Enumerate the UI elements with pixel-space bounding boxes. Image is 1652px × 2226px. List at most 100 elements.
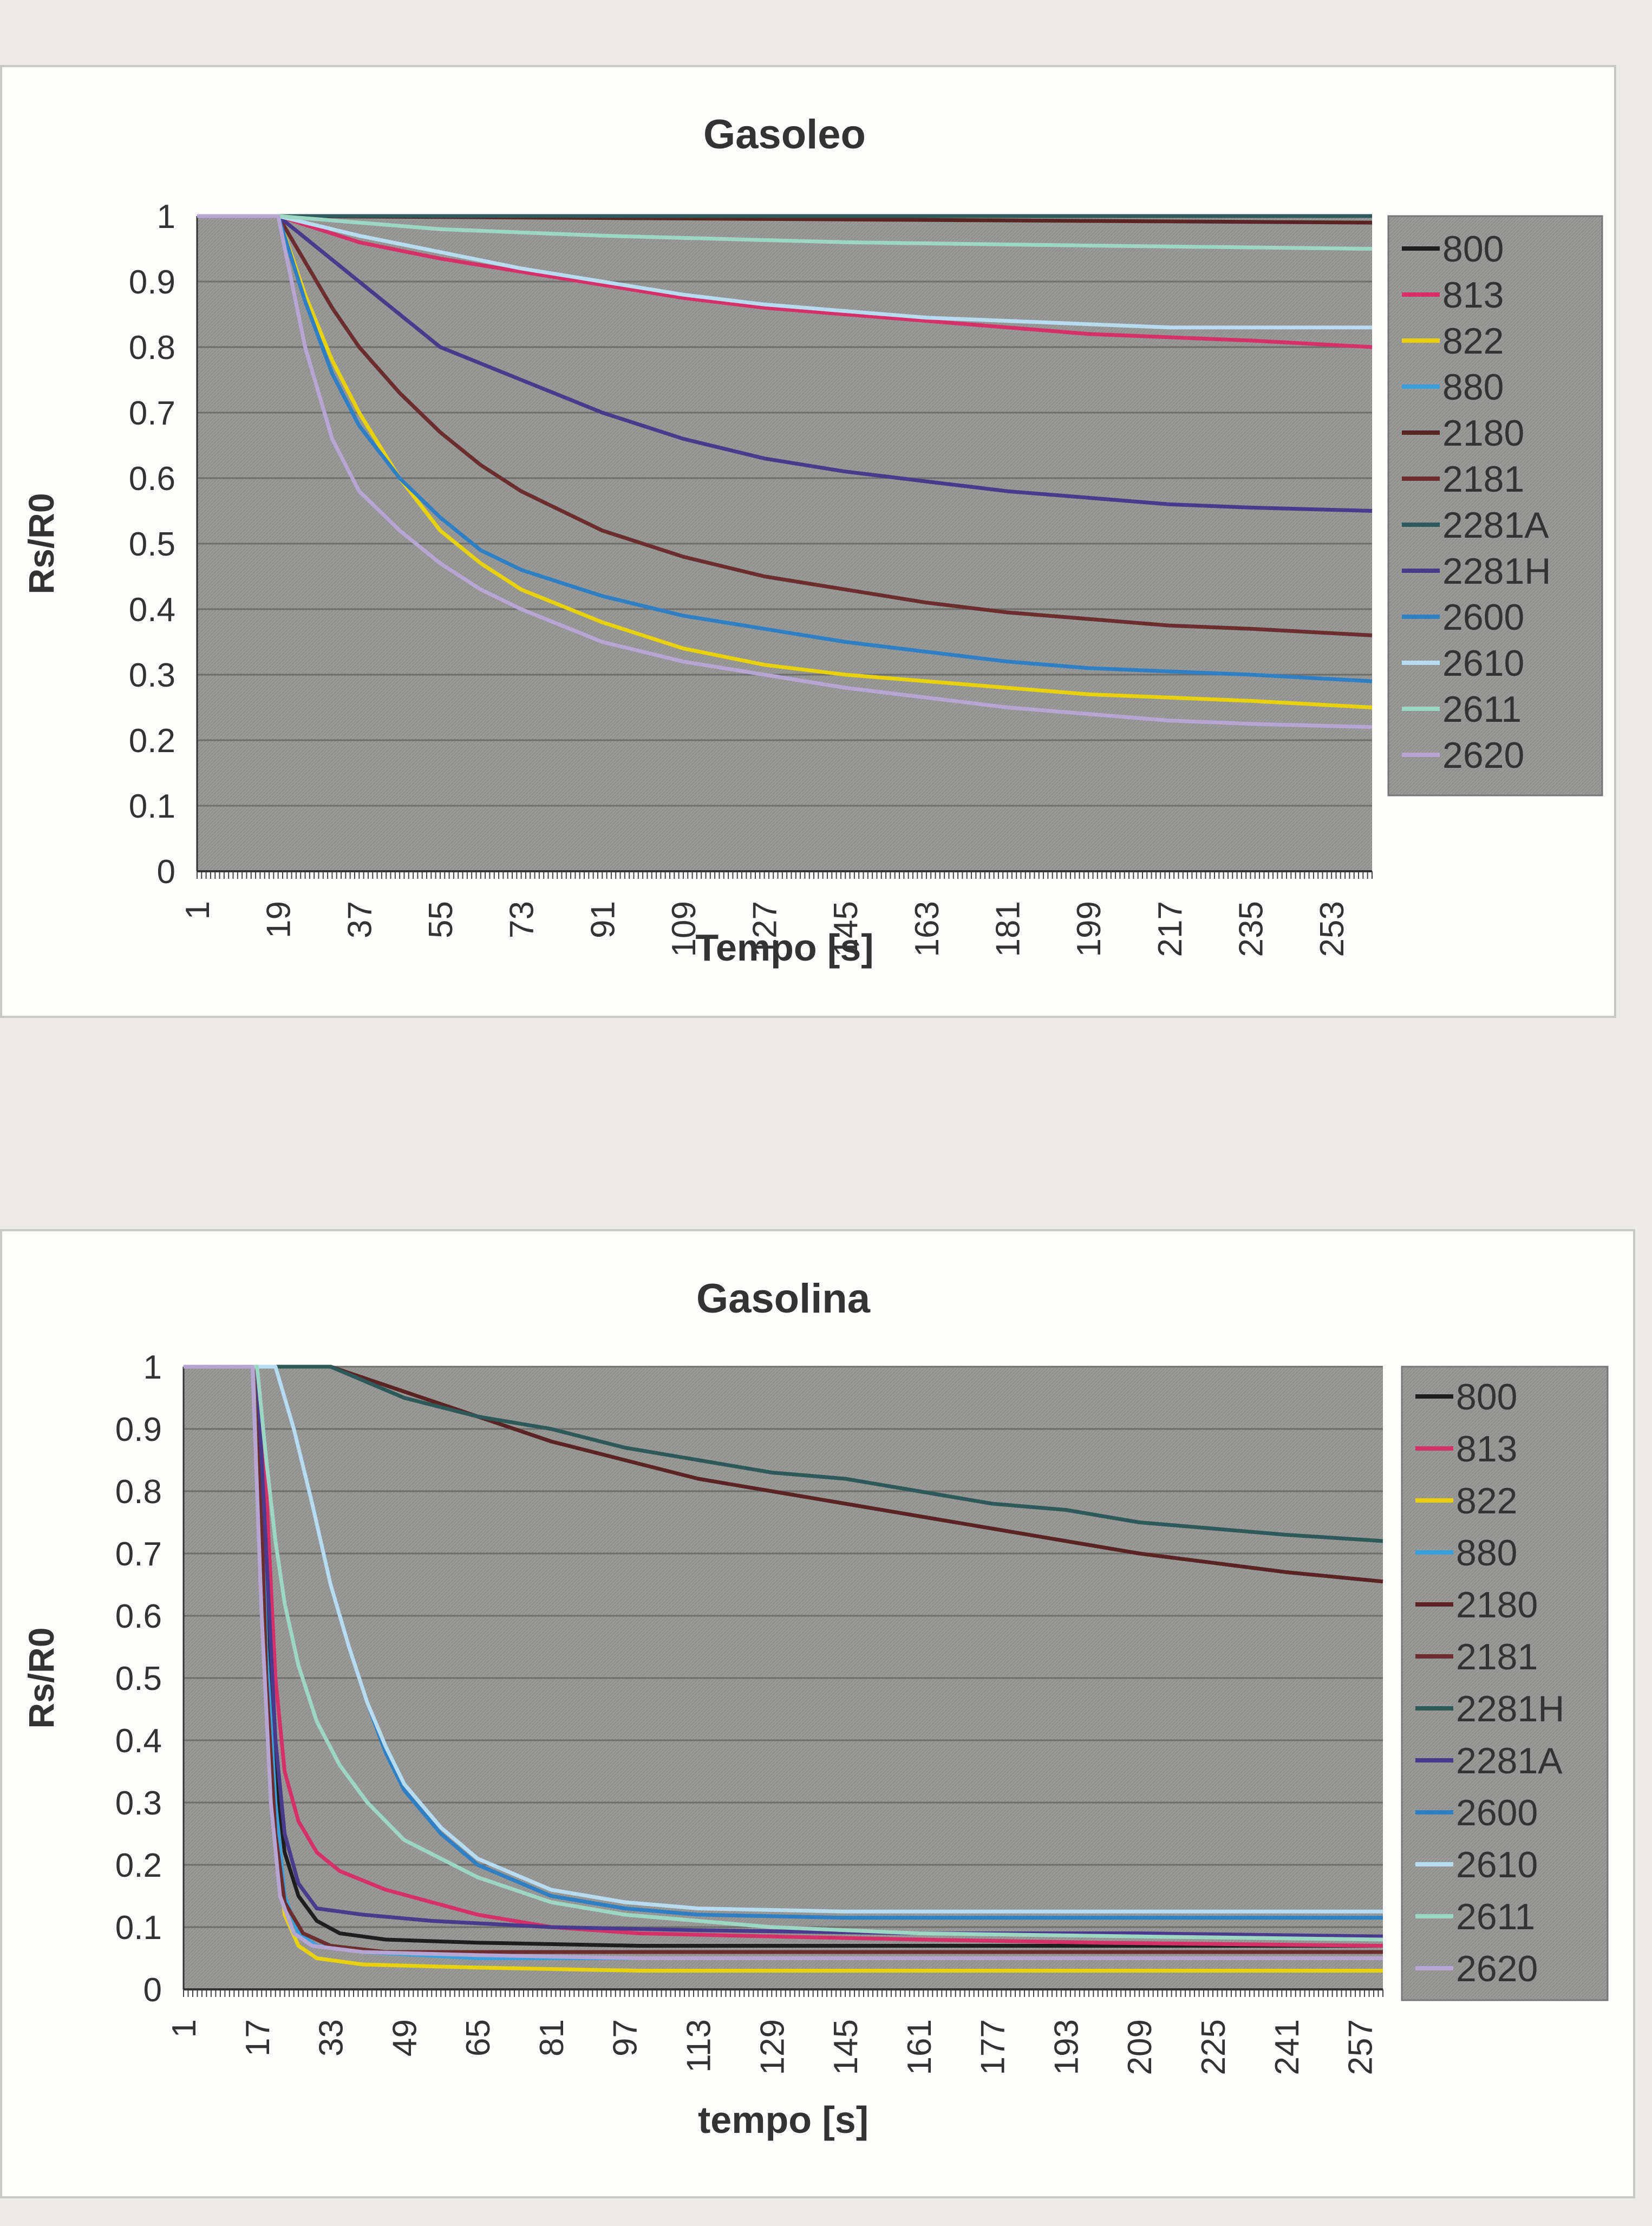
y-tick-label: 0.8 xyxy=(115,1473,162,1511)
legend-entry-800: 800 xyxy=(1456,1376,1517,1418)
x-tick-label: 1 xyxy=(179,901,217,919)
series-lines xyxy=(184,1365,1383,1973)
y-tick-label: 0.3 xyxy=(129,657,175,694)
series-line-813 xyxy=(197,214,1373,349)
y-tick-label: 0.6 xyxy=(129,460,175,498)
legend-entry-2611: 2611 xyxy=(1442,689,1522,730)
legend-entry-2611: 2611 xyxy=(1456,1896,1535,1937)
series-line-2180 xyxy=(184,1365,1383,1584)
legend-entry-2181: 2181 xyxy=(1456,1636,1538,1677)
x-tick-label: 209 xyxy=(1121,2019,1159,2075)
y-tick-label: 0.4 xyxy=(129,591,175,629)
chart-title: Gasoleo xyxy=(703,112,866,158)
legend-entry-880: 880 xyxy=(1442,367,1504,408)
legend-entry-2181: 2181 xyxy=(1442,459,1524,500)
gridlines xyxy=(184,1366,1383,1928)
chart-panel-gasoleo: Gasoleo 0 0.1 0.2 0.3 0.4 0.5 0.6 0.7 0.8 0.9 1 1 19 3… xyxy=(0,65,1616,1018)
y-tick-label: 0.8 xyxy=(129,329,175,367)
legend-entry-813: 813 xyxy=(1442,275,1504,316)
y-tick-label: 0.3 xyxy=(115,1785,162,1822)
series-line-2281H xyxy=(184,1365,1383,1543)
y-tick-label: 0.7 xyxy=(129,395,175,432)
x-tick-label: 113 xyxy=(680,2019,717,2073)
x-tick-label: 97 xyxy=(607,2019,644,2057)
chart-gasolina: Gasolina 0 0.1 0.2 0.3 0.4 0.5 0.6 0.7 0.8 0.9 1 1 17… xyxy=(21,1276,1609,2141)
x-tick-label: 253 xyxy=(1314,901,1351,957)
x-tick-label: 81 xyxy=(533,2019,571,2057)
x-tick-label: 163 xyxy=(909,901,946,957)
legend-entry-800: 800 xyxy=(1442,229,1504,270)
x-tick-label: 193 xyxy=(1048,2019,1085,2075)
y-tick-label: 0 xyxy=(143,1972,162,2009)
series-line-2610 xyxy=(184,1365,1383,1914)
series-line-813 xyxy=(184,1365,1383,1948)
x-tick-label: 217 xyxy=(1152,901,1189,957)
x-axis-label: Tempo [s] xyxy=(695,926,873,969)
series-line-2600 xyxy=(197,214,1373,683)
series-line-2620 xyxy=(197,214,1373,729)
legend-entry-2281A: 2281A xyxy=(1456,1740,1563,1781)
legend-box xyxy=(1387,215,1603,797)
series-line-2610 xyxy=(197,214,1372,330)
legend-entry-2281A: 2281A xyxy=(1442,505,1549,546)
legend-entry-2610: 2610 xyxy=(1442,643,1524,684)
x-tick-label: 65 xyxy=(460,2019,497,2057)
legend-entry-813: 813 xyxy=(1456,1428,1517,1470)
y-tick-label: 0.9 xyxy=(129,264,175,301)
legend-entry-2620: 2620 xyxy=(1442,735,1524,776)
y-tick-label: 0.7 xyxy=(115,1536,162,1573)
x-tick-label: 161 xyxy=(901,2019,938,2075)
x-tick-label: 19 xyxy=(260,901,298,938)
y-tick-label: 1 xyxy=(157,198,175,236)
chart-title: Gasolina xyxy=(696,1276,871,1322)
x-axis-label: tempo [s] xyxy=(698,2099,869,2141)
x-tick-label: 181 xyxy=(990,901,1027,957)
x-tick-label: 91 xyxy=(584,901,622,938)
chart-gasoleo: Gasoleo 0 0.1 0.2 0.3 0.4 0.5 0.6 0.7 0.8 0.9 1 1 19 3… xyxy=(21,112,1603,969)
x-minor-ticks xyxy=(197,871,1373,879)
y-tick-label: 0.2 xyxy=(115,1847,162,1884)
series-line-2611 xyxy=(184,1365,1383,1942)
x-tick-label: 241 xyxy=(1269,2019,1306,2075)
x-tick-label: 33 xyxy=(313,2019,350,2057)
x-tick-label: 127 xyxy=(747,901,784,957)
legend-entry-2180: 2180 xyxy=(1442,413,1524,454)
y-tick-label: 0.1 xyxy=(115,1909,162,1947)
x-tick-label: 145 xyxy=(827,901,865,957)
legend-entry-2281H: 2281H xyxy=(1442,551,1551,592)
series-lines xyxy=(197,214,1373,729)
x-tick-label: 109 xyxy=(665,901,703,957)
legend-entry-880: 880 xyxy=(1456,1532,1517,1574)
y-tick-label: 0.6 xyxy=(115,1598,162,1635)
y-tick-label: 0.5 xyxy=(129,526,175,563)
legend-entry-2600: 2600 xyxy=(1442,597,1524,638)
series-line-822 xyxy=(197,214,1373,709)
x-tick-label: 129 xyxy=(754,2019,791,2075)
x-tick-label: 225 xyxy=(1195,2019,1232,2075)
x-tick-label: 17 xyxy=(239,2019,277,2057)
legend-entry-2281H: 2281H xyxy=(1456,1688,1564,1729)
series-line-2181 xyxy=(197,214,1373,637)
x-tick-label: 145 xyxy=(827,2019,865,2075)
x-tick-label: 73 xyxy=(504,901,541,938)
legend: 800 813 822 880 2180 2181 2281A 2281H 2600 2610 26… xyxy=(1387,215,1603,797)
x-tick-label: 55 xyxy=(422,901,460,938)
legend-entry-2610: 2610 xyxy=(1456,1844,1538,1885)
y-tick-label: 0.5 xyxy=(115,1660,162,1698)
y-tick-label: 0.4 xyxy=(115,1722,162,1760)
x-tick-label: 37 xyxy=(341,901,378,938)
legend-box xyxy=(1401,1366,1609,2001)
legend-entry-822: 822 xyxy=(1442,321,1504,362)
x-tick-label: 1 xyxy=(166,2019,203,2038)
y-tick-label: 0 xyxy=(157,853,175,891)
chart-panel-gasolina: Gasolina 0 0.1 0.2 0.3 0.4 0.5 0.6 0.7 0.8 0.9 1 1 17… xyxy=(0,1229,1635,2198)
x-tick-label: 49 xyxy=(386,2019,423,2057)
legend-entry-2180: 2180 xyxy=(1456,1584,1538,1626)
y-tick-label: 0.2 xyxy=(129,722,175,760)
y-axis-label: Rs/R0 xyxy=(21,493,61,594)
x-minor-ticks xyxy=(183,1989,1383,1997)
x-tick-label: 199 xyxy=(1070,901,1108,957)
legend-entry-2600: 2600 xyxy=(1456,1792,1538,1833)
y-axis-label: Rs/R0 xyxy=(21,1627,61,1728)
x-tick-label: 235 xyxy=(1233,901,1270,957)
